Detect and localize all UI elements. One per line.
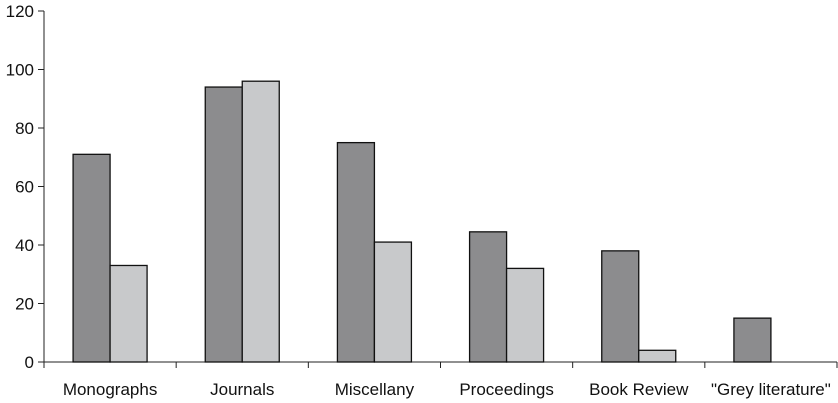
y-tick-label: 120 [6, 2, 34, 21]
y-axis: 0 20 40 60 80 100 120 [6, 2, 45, 372]
bar-series-2 [373, 241, 413, 363]
bar-series-2 [109, 264, 148, 363]
category-label: "Grey literature" [711, 380, 831, 399]
bar-series-2 [241, 80, 280, 363]
bar-series-2 [505, 267, 545, 363]
category-label: Miscellany [335, 380, 415, 399]
category-label: Monographs [63, 380, 158, 399]
bar-series-1 [204, 86, 243, 363]
x-axis [43, 361, 838, 368]
bar-series-1 [72, 153, 111, 363]
bars [72, 80, 772, 363]
y-tick-label: 0 [25, 353, 34, 372]
bar-series-2 [638, 349, 677, 363]
y-tick-label: 80 [15, 119, 34, 138]
bar-series-1 [336, 141, 376, 363]
bar-series-1 [601, 250, 640, 363]
category-label: Proceedings [459, 380, 554, 399]
bar-series-1 [468, 231, 508, 363]
category-labels: Monographs Journals Miscellany Proceedings B… [63, 380, 831, 399]
y-tick-label: 20 [15, 295, 34, 314]
bar-series-1 [733, 317, 772, 363]
y-tick-label: 100 [6, 61, 34, 80]
y-tick-label: 60 [15, 178, 34, 197]
category-label: Book Review [589, 380, 689, 399]
category-label: Journals [210, 380, 274, 399]
y-tick-label: 40 [15, 236, 34, 255]
